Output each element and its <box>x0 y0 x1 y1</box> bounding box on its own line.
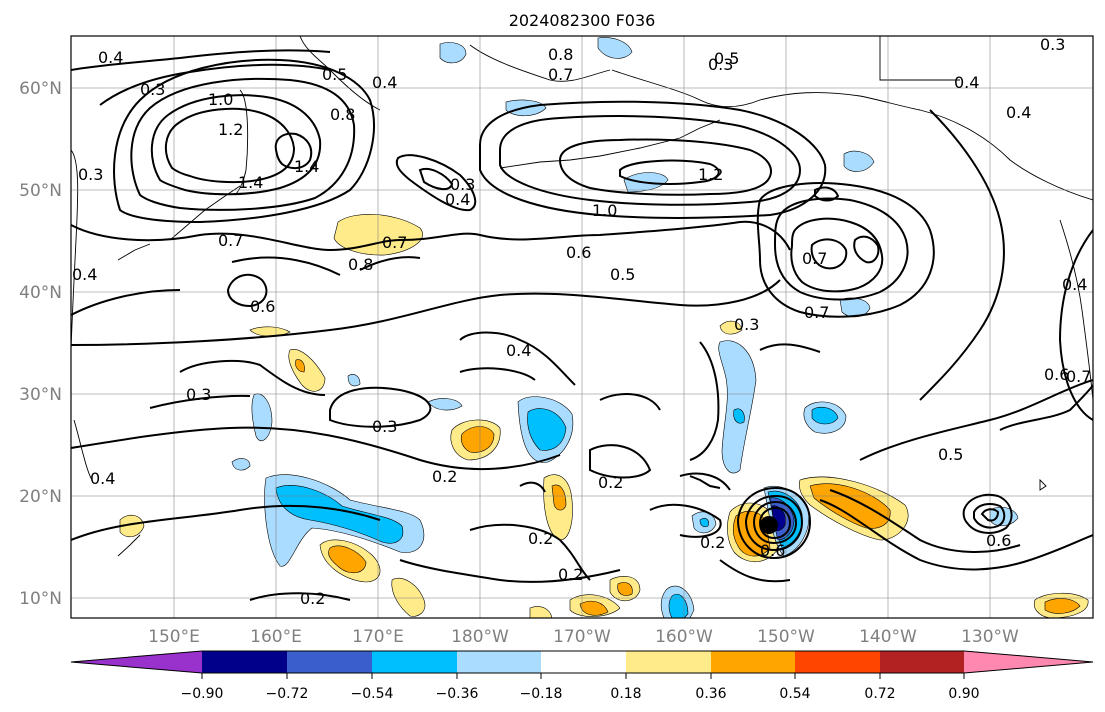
contour-lines <box>71 49 1093 601</box>
contour-label: 0.6 <box>250 297 275 316</box>
contour-label: 0.5 <box>322 65 347 84</box>
contour-label: 0.8 <box>548 45 573 64</box>
contour-label: 0.2 <box>528 529 553 548</box>
contour-label: 0.6 <box>986 531 1011 550</box>
colorbar-tick-label: −0.54 <box>351 686 394 702</box>
contour-label: 0.4 <box>954 73 979 92</box>
contour-label: 0.4 <box>1062 275 1087 294</box>
colorbar-cell <box>541 651 626 673</box>
contour-label: 0.7 <box>804 303 829 322</box>
contour-label: 1.4 <box>238 173 263 192</box>
contour-label: 0.7 <box>548 65 573 84</box>
colorbar-tick-label: 0.54 <box>779 686 810 702</box>
contour-label: 0.2 <box>598 473 623 492</box>
longitude-labels: 150°E 160°E 170°E 180°W 170°W 160°W 150°… <box>148 627 1019 647</box>
lon-label: 180°W <box>451 627 509 647</box>
map-plot-area <box>71 36 1093 618</box>
contour-label: 0.3 <box>708 55 733 74</box>
contour-label: 0.7 <box>802 249 827 268</box>
contour-label: 0.7 <box>382 233 407 252</box>
contour-label: 0.3 <box>78 165 103 184</box>
contour-label: 0.3 <box>734 315 759 334</box>
colorbar-tick-label: −0.36 <box>436 686 479 702</box>
contour-label: 0.4 <box>506 341 531 360</box>
colorbar-tick-label: 0.90 <box>948 686 979 702</box>
colorbar-tick-labels: −0.90 −0.72 −0.54 −0.36 −0.18 0.18 0.36 … <box>181 686 980 702</box>
contour-label: 0.4 <box>445 190 470 209</box>
contour-label: 0.3 <box>372 417 397 436</box>
map-title: 2024082300 F036 <box>509 11 656 30</box>
contour-label: 0.6 <box>1044 365 1069 384</box>
lat-label: 10°N <box>19 589 62 609</box>
cyclone-center <box>760 516 778 534</box>
colorbar-cell <box>795 651 880 673</box>
lon-label: 170°W <box>553 627 611 647</box>
lon-label: 160°W <box>655 627 713 647</box>
contour-label: 1.4 <box>294 157 319 176</box>
contour-label: 0.2 <box>700 533 725 552</box>
contour-label: 0.6 <box>566 243 591 262</box>
colorbar-cell <box>626 651 711 673</box>
lon-label: 170°E <box>352 627 404 647</box>
contour-label: 0.8 <box>348 255 373 274</box>
lat-label: 40°N <box>19 283 62 303</box>
colorbar-cell <box>964 651 1093 673</box>
contour-label: 1.0 <box>592 201 617 220</box>
colorbar-tick-label: 0.72 <box>864 686 895 702</box>
colorbar-tick-label: 0.36 <box>695 686 726 702</box>
colorbar-cell <box>71 651 202 673</box>
contour-label: 0.3 <box>1040 35 1065 54</box>
contour-label: 0.5 <box>610 265 635 284</box>
lon-label: 160°E <box>250 627 302 647</box>
colorbar-cell <box>372 651 457 673</box>
colorbar-tick-label: −0.18 <box>520 686 563 702</box>
contour-label: 0.5 <box>714 49 739 68</box>
contour-label: 0.4 <box>90 469 115 488</box>
contour-label: 1.0 <box>208 90 233 109</box>
colorbar-tick-label: −0.72 <box>266 686 309 702</box>
colorbar-tick-label: −0.90 <box>181 686 224 702</box>
contour-label: 0.4 <box>72 265 97 284</box>
contour-label: 0.6 <box>760 541 785 560</box>
colorbar-tick-label: 0.18 <box>610 686 641 702</box>
lon-label: 140°W <box>859 627 917 647</box>
contour-label: 0.4 <box>98 48 123 67</box>
contour-label: 1.2 <box>218 120 243 139</box>
coastlines <box>71 36 1093 557</box>
lat-label: 20°N <box>19 487 62 507</box>
contour-label: 0.4 <box>372 73 397 92</box>
colorbar-cell <box>880 651 964 673</box>
contour-label: 0.5 <box>938 445 963 464</box>
colorbar-cell <box>287 651 372 673</box>
shaded-field <box>119 37 1089 618</box>
colorbar-cell <box>202 651 287 673</box>
contour-label: 0.2 <box>300 589 325 608</box>
contour-label: 0.7 <box>1066 367 1091 386</box>
colorbar-cell <box>457 651 541 673</box>
latitude-labels: 10°N 20°N 30°N 40°N 50°N 60°N <box>19 79 62 609</box>
colorbar-cell <box>711 651 795 673</box>
contour-label: 0.3 <box>140 80 165 99</box>
contour-label: 0.4 <box>1006 103 1031 122</box>
contour-label: 1.2 <box>698 165 723 184</box>
lon-label: 150°E <box>148 627 200 647</box>
contour-label: 0.3 <box>450 175 475 194</box>
lat-label: 60°N <box>19 79 62 99</box>
lat-label: 30°N <box>19 385 62 405</box>
contour-label: 0.8 <box>330 105 355 124</box>
contour-label: 0.2 <box>432 467 457 486</box>
lat-label: 50°N <box>19 181 62 201</box>
map-frame <box>70 35 1094 619</box>
contour-label: 0.7 <box>218 231 243 250</box>
contour-label: 0.3 <box>186 385 211 404</box>
lon-label: 150°W <box>757 627 815 647</box>
colorbar <box>70 650 1094 674</box>
contour-label: 0.2 <box>558 565 583 584</box>
contour-labels: 0.4 0.3 0.5 0.4 1.0 1.2 0.8 1.4 1.4 0.7 … <box>72 35 1091 608</box>
lon-label: 130°W <box>961 627 1019 647</box>
colorbar-ticks <box>201 673 965 679</box>
